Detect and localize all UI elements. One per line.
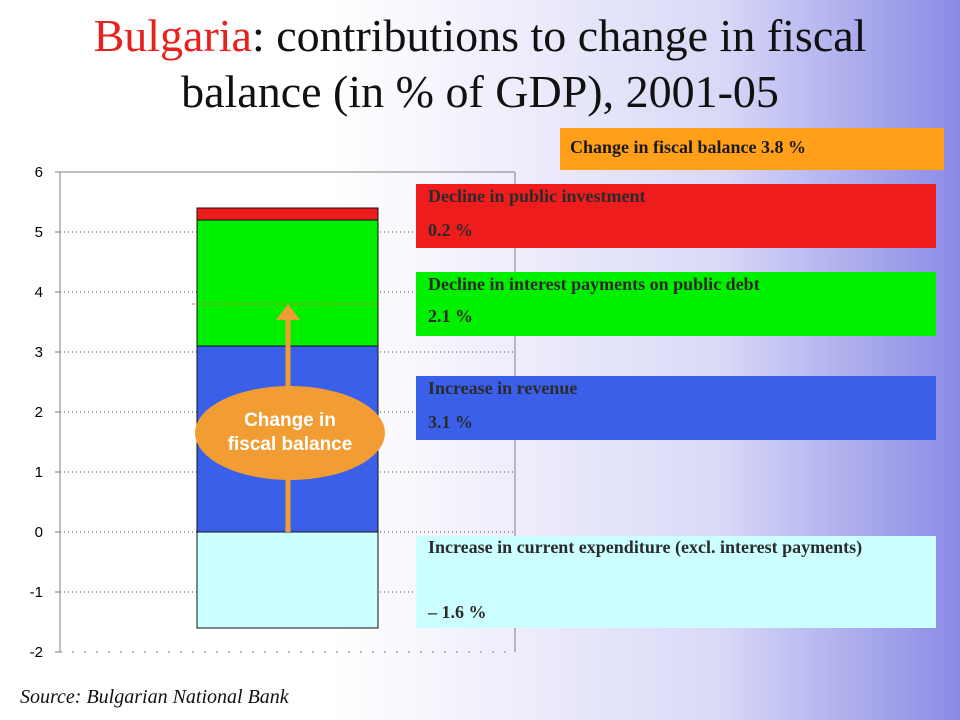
y-tick-label: 1 [35, 464, 43, 481]
legend-box-current-expenditure: Increase in current expenditure (excl. i… [416, 536, 936, 628]
legend-box-interest: Decline in interest payments on public d… [416, 272, 936, 336]
legend-value-current-expenditure: – 1.6 % [428, 602, 487, 622]
legend-box-investment: Decline in public investment 0.2 % [416, 184, 936, 248]
y-axis-ticks: -2 -1 0 1 2 3 4 5 6 [30, 164, 60, 661]
legend-box-revenue: Increase in revenue 3.1 % [416, 376, 936, 440]
title-line2: balance (in % of GDP), 2001-05 [181, 66, 779, 117]
y-tick-label: 2 [35, 404, 43, 421]
title-rest: : contributions to change in fiscal [251, 10, 867, 61]
bar-segment-current_exp [196, 531, 379, 629]
bar-segment-investment [196, 207, 379, 221]
legend-label-investment: Decline in public investment [428, 186, 646, 206]
arrow-label-line1: Change in [244, 410, 336, 431]
arrow-head-icon [276, 304, 300, 320]
title-country: Bulgaria [93, 10, 252, 61]
source-note: Source: Bulgarian National Bank [20, 686, 289, 708]
y-tick-label: 0 [35, 524, 43, 541]
y-tick-label: 3 [35, 344, 43, 361]
arrow-label: Change in fiscal balance [195, 386, 385, 480]
legend-value-interest: 2.1 % [428, 306, 473, 326]
legend-value-investment: 0.2 % [428, 220, 473, 240]
legend-label-revenue: Increase in revenue [428, 378, 578, 398]
y-tick-label: 5 [35, 224, 43, 241]
total-change-box: Change in fiscal balance 3.8 % [560, 128, 944, 170]
y-tick-label: -1 [30, 584, 43, 601]
page-title: Bulgaria: contributions to change in fis… [0, 8, 960, 120]
y-tick-label: 4 [35, 284, 43, 301]
legend-label-interest: Decline in interest payments on public d… [428, 274, 760, 294]
legend-label-current-expenditure: Increase in current expenditure (excl. i… [428, 537, 863, 557]
arrow-label-line2: fiscal balance [227, 434, 353, 455]
y-tick-label: 6 [35, 164, 43, 181]
y-tick-label: -2 [30, 644, 43, 661]
legend-value-revenue: 3.1 % [428, 412, 473, 432]
